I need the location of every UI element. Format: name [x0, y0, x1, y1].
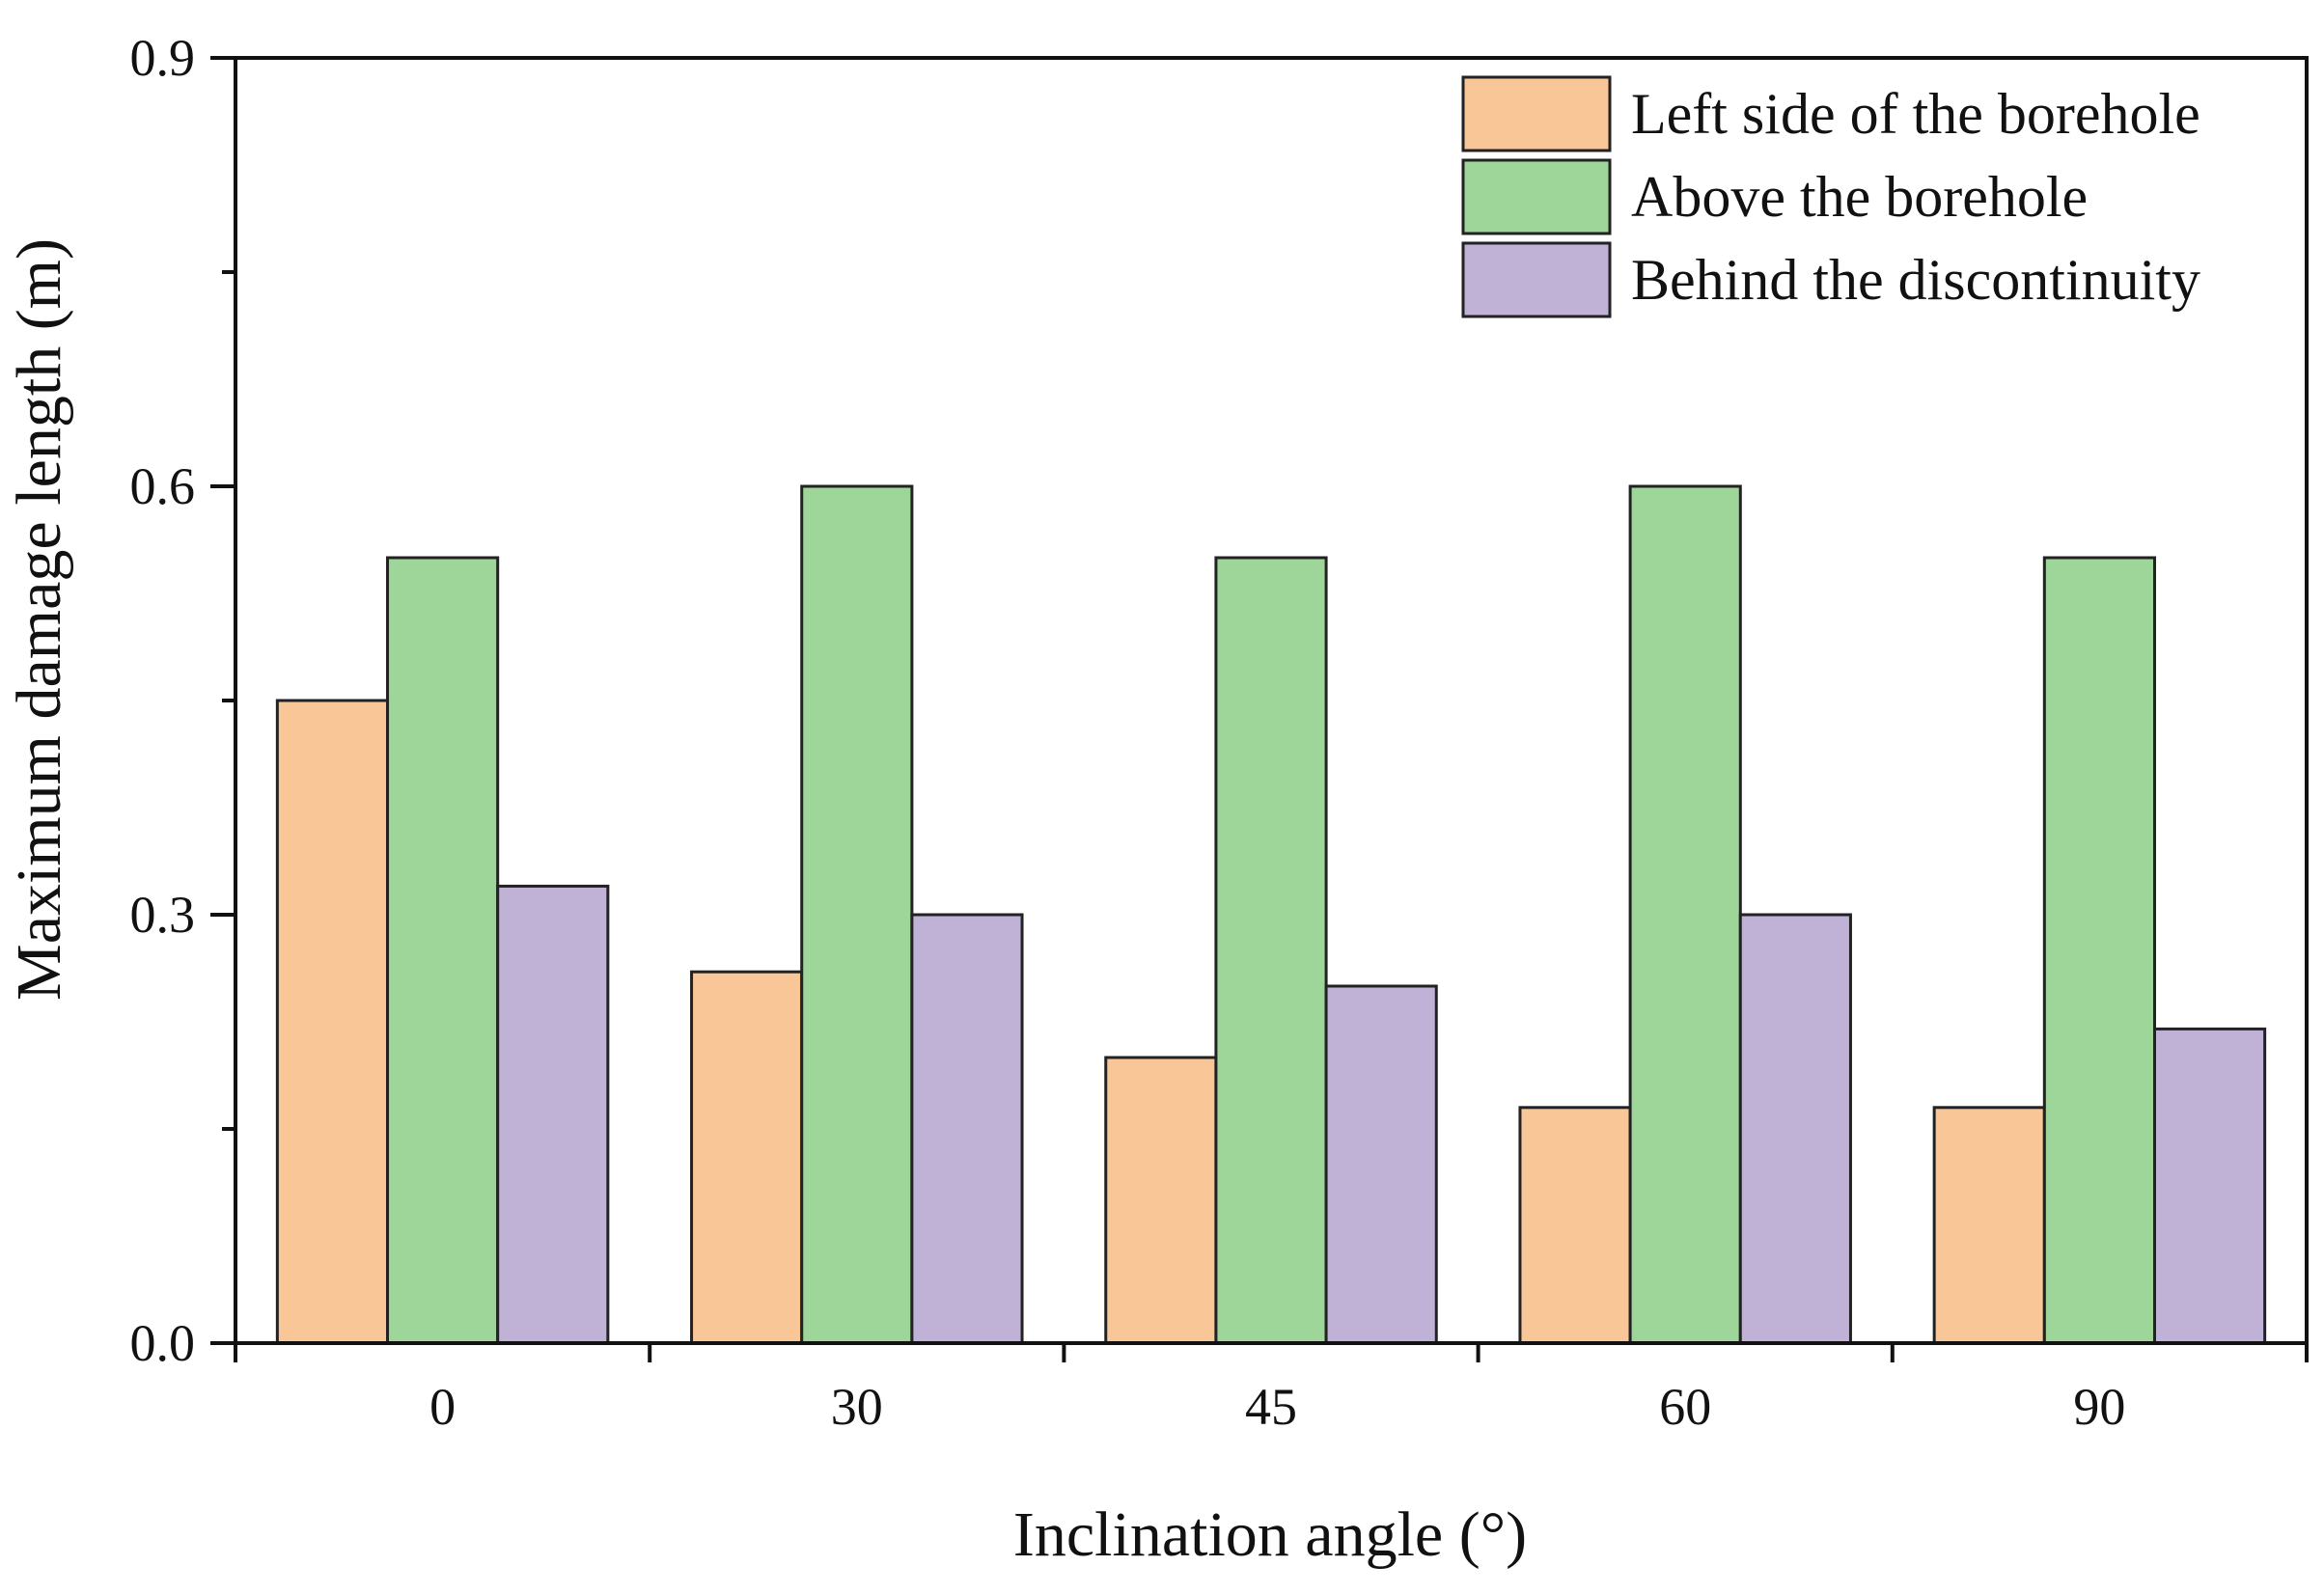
- bar-above-the-borehole-60: [1628, 484, 1742, 1345]
- legend: Left side of the borehole Above the boreh…: [1461, 75, 2200, 318]
- y-tick-label: 0.6: [130, 457, 196, 515]
- legend-label: Left side of the borehole: [1631, 82, 2200, 146]
- bar-left-side-of-the-borehole-45: [1104, 1056, 1218, 1345]
- y-tick-label: 0.3: [130, 886, 196, 944]
- legend-swatch: [1461, 75, 1612, 152]
- bar-left-side-of-the-borehole-60: [1518, 1106, 1632, 1345]
- x-tick-label: 45: [1245, 1378, 1297, 1436]
- x-tick-label: 60: [1659, 1378, 1711, 1436]
- x-tick-label: 0: [429, 1378, 456, 1436]
- bar-above-the-borehole-45: [1214, 556, 1328, 1345]
- legend-swatch: [1461, 241, 1612, 318]
- bar-left-side-of-the-borehole-0: [275, 699, 390, 1345]
- y-tick-label: 0.9: [130, 29, 196, 87]
- labels-layer: 0.0 0.3 0.6 0.9 0 30 45 60 90: [130, 29, 2126, 1436]
- y-axis-title: Maximum damage length (m): [4, 238, 74, 1001]
- bar-above-the-borehole-90: [2042, 556, 2156, 1345]
- legend-label: Behind the discontinuity: [1631, 248, 2200, 312]
- x-tick-label: 90: [2073, 1378, 2125, 1436]
- bars-layer: [275, 484, 2267, 1345]
- bar-behind-the-discontinuity-90: [2152, 1027, 2267, 1345]
- bar-left-side-of-the-borehole-90: [1932, 1106, 2046, 1345]
- bar-left-side-of-the-borehole-30: [690, 970, 804, 1345]
- bar-behind-the-discontinuity-30: [910, 913, 1024, 1345]
- bar-behind-the-discontinuity-60: [1738, 913, 1852, 1345]
- legend-label: Above the borehole: [1631, 165, 2088, 229]
- x-tick-label: 30: [831, 1378, 883, 1436]
- legend-swatch: [1461, 158, 1612, 235]
- bar-above-the-borehole-30: [800, 484, 914, 1345]
- bar-above-the-borehole-0: [386, 556, 500, 1345]
- axes-layer: [210, 56, 2309, 1362]
- bar-behind-the-discontinuity-45: [1324, 984, 1438, 1345]
- y-tick-label: 0.0: [130, 1314, 196, 1372]
- x-axis-title: Inclination angle (°): [1013, 1499, 1527, 1570]
- bar-behind-the-discontinuity-0: [496, 884, 610, 1345]
